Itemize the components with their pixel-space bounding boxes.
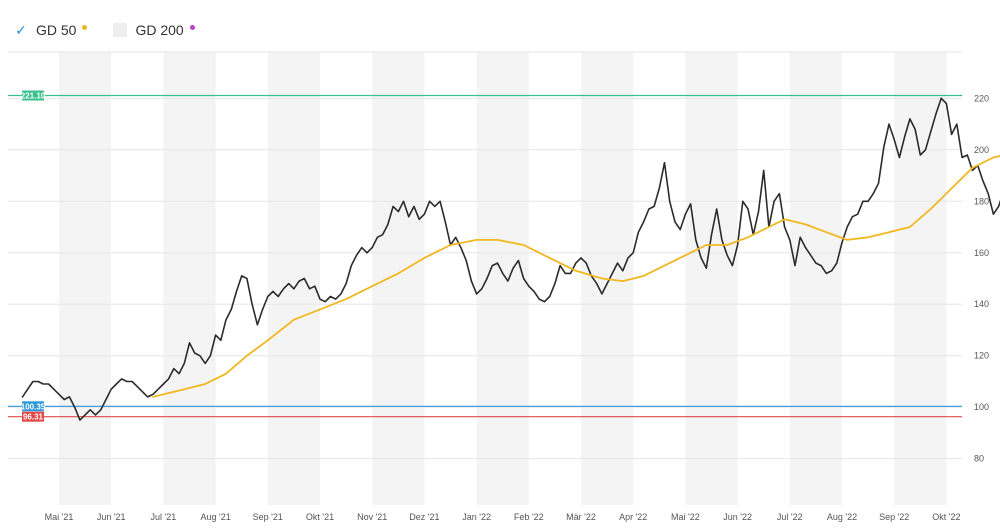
y-tick-label: 100 [974, 402, 989, 412]
x-tick-label: Aug '21 [200, 512, 230, 522]
series-line-gd50 [152, 154, 1000, 398]
month-band [59, 52, 112, 505]
y-tick-label: 80 [974, 454, 984, 464]
month-band [685, 52, 738, 505]
x-tick-label: Okt '21 [306, 512, 334, 522]
checkbox-empty-icon[interactable] [113, 23, 128, 37]
x-tick-label: Sep '22 [879, 512, 909, 522]
x-tick-label: Jun '21 [97, 512, 126, 522]
x-tick-label: Nov '21 [357, 512, 387, 522]
x-tick-label: Feb '22 [514, 512, 544, 522]
x-tick-label: Jul '22 [777, 512, 803, 522]
x-tick-label: Jul '21 [151, 512, 177, 522]
legend-dot-gd50 [82, 24, 88, 30]
x-tick-label: Sep '21 [253, 512, 283, 522]
legend-item-gd200[interactable]: GD 200 [113, 22, 195, 38]
y-tick-label: 200 [974, 145, 989, 155]
x-tick-label: Mär '22 [566, 512, 596, 522]
y-tick-label: 160 [974, 248, 989, 258]
reference-line-label: 96.31 [23, 413, 44, 422]
y-tick-label: 220 [974, 93, 989, 103]
reference-line-label-bg [22, 401, 44, 412]
y-tick-label: 140 [974, 299, 989, 309]
x-tick-label: Jun '22 [723, 512, 752, 522]
x-tick-label: Aug '22 [827, 512, 857, 522]
y-tick-label: 180 [974, 196, 989, 206]
reference-line-label-bg [22, 90, 44, 101]
series-line-price [21, 97, 1000, 421]
reference-line-label: 100.35 [21, 402, 46, 411]
month-band [789, 52, 842, 505]
x-tick-label: Dez '21 [409, 512, 439, 522]
x-tick-label: Mai '22 [671, 512, 700, 522]
month-band [372, 52, 425, 505]
reference-line-label: 221.10 [21, 91, 46, 100]
month-band [163, 52, 216, 505]
legend-item-gd50[interactable]: ✓ GD 50 [14, 21, 88, 38]
chart-legend: ✓ GD 50 GD 200 [14, 20, 195, 40]
legend-label-gd50: GD 50 [36, 22, 77, 38]
legend-dot-gd200 [189, 24, 195, 30]
x-tick-label: Okt '22 [932, 512, 960, 522]
x-tick-label: Apr '22 [619, 512, 647, 522]
reference-line-label-bg [22, 411, 44, 422]
month-band [267, 52, 320, 505]
month-band [894, 52, 947, 505]
check-icon[interactable]: ✓ [15, 21, 27, 38]
legend-label-gd200: GD 200 [135, 22, 184, 38]
y-tick-label: 120 [974, 351, 989, 361]
x-tick-label: Mai '21 [45, 512, 74, 522]
month-band [476, 52, 529, 505]
x-tick-label: Jan '22 [462, 512, 491, 522]
